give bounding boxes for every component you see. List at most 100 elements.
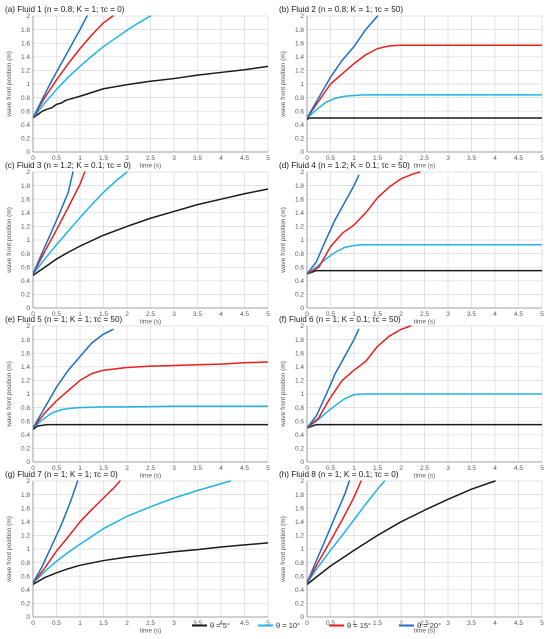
x-axis-label: time (s) [414,319,436,326]
y-tick-label: 2 [26,323,30,330]
y-tick-label: 1.6 [295,350,304,357]
y-tick-label: 0.4 [21,278,30,285]
x-tick-label: 4.5 [240,620,249,627]
legend-label: θ = 15° [347,621,371,630]
x-tick-label: 0.5 [52,620,61,627]
x-axis-label: time (s) [414,628,436,635]
chart-title: (h) Fluid 8 (n = 1; K = 0.1; τc = 0) [279,470,399,479]
x-tick-label: 2.5 [146,465,155,472]
y-tick-label: 1.2 [21,224,30,231]
y-tick-label: 1.8 [21,492,30,499]
x-tick-label: 0 [305,311,309,318]
y-tick-label: 1.2 [21,378,30,385]
y-tick-label: 1.2 [21,533,30,540]
y-tick-label: 2 [300,13,304,20]
chart-title: (g) Fluid 7 (n = 1; K = 1; τc = 0) [5,470,118,479]
y-tick-label: 1.2 [295,533,304,540]
x-tick-label: 4.5 [514,620,523,627]
x-tick-label: 1 [78,311,82,318]
y-axis-label: wave front position (m) [280,207,287,274]
x-tick-label: 4.5 [514,311,523,318]
y-tick-label: 0 [26,459,30,466]
y-tick-label: 0 [300,149,304,156]
legend-item: θ = 15° [329,621,371,630]
legend-item: θ = 5° [192,621,230,630]
y-tick-label: 1 [300,237,304,244]
x-tick-label: 4 [493,311,497,318]
y-tick-label: 1.4 [295,54,304,61]
x-tick-label: 1.5 [99,620,108,627]
x-tick-label: 0.5 [52,311,61,318]
x-tick-label: 4 [493,620,497,627]
x-tick-label: 0 [31,155,35,162]
y-tick-label: 0.2 [295,601,304,608]
series-line [307,480,386,584]
x-tick-label: 1.5 [99,311,108,318]
x-tick-label: 0.5 [52,155,61,162]
y-tick-label: 1.2 [295,68,304,75]
x-tick-label: 1 [352,311,356,318]
y-tick-label: 1.4 [21,364,30,371]
x-tick-label: 3.5 [193,311,202,318]
x-tick-label: 2 [399,465,403,472]
y-tick-label: 0.8 [21,95,30,102]
series-line [307,393,542,429]
x-tick-label: 5 [540,620,544,627]
x-tick-label: 2.5 [146,155,155,162]
chart-panel-8: 0 0.2 0.4 0.6 0.8 1 1.2 1.4 1.6 1.8 2 0 0.5 1 1.5 2 2.5 3… [279,470,544,635]
x-tick-label: 1 [78,620,82,627]
y-tick-label: 1.2 [21,68,30,75]
y-tick-label: 2 [300,478,304,485]
series-line [33,328,114,429]
legend-label: θ = 20° [417,621,441,630]
x-tick-label: 1.5 [373,620,382,627]
x-tick-label: 2.5 [420,155,429,162]
x-tick-label: 4.5 [514,465,523,472]
chart-title: (c) Fluid 3 (n = 1.2; K = 0.1; τc = 0) [5,161,131,170]
y-tick-label: 1.8 [21,27,30,34]
legend-item: θ = 20° [399,621,441,630]
x-tick-label: 2 [399,311,403,318]
y-tick-label: 1 [300,81,304,88]
x-tick-label: 4.5 [240,311,249,318]
x-tick-label: 0.5 [326,620,335,627]
x-tick-label: 4 [219,465,223,472]
y-tick-label: 0.6 [295,418,304,425]
y-axis-label: wave front position (m) [6,207,13,274]
x-tick-label: 4 [493,155,497,162]
x-tick-label: 3 [446,620,450,627]
y-tick-label: 1.4 [21,519,30,526]
x-axis-label: time (s) [140,473,162,480]
x-tick-label: 2 [399,155,403,162]
y-tick-label: 0.2 [21,292,30,299]
y-tick-label: 0.8 [295,560,304,567]
y-tick-label: 0.2 [295,292,304,299]
y-tick-label: 0.8 [295,95,304,102]
x-tick-label: 1 [352,155,356,162]
chart-panel-3: 0 0.2 0.4 0.6 0.8 1 1.2 1.4 1.6 1.8 2 0 0.5 1 1.5 2 2.5 3… [5,161,270,326]
series-line [307,269,542,275]
series-line [33,188,268,277]
x-tick-label: 3 [172,620,176,627]
chart-title: (f) Fluid 6 (n = 1; K = 0.1; τc = 50) [279,315,401,324]
y-tick-label: 0.2 [21,601,30,608]
x-tick-label: 3.5 [467,620,476,627]
series-line [307,117,542,121]
y-tick-label: 2 [300,323,304,330]
y-axis-label: wave front position (m) [280,516,287,583]
series-line [307,480,351,584]
x-tick-label: 5 [540,465,544,472]
x-tick-label: 4 [219,155,223,162]
legend-label: θ = 10° [276,621,300,630]
y-tick-label: 0.8 [21,405,30,412]
x-tick-label: 3.5 [193,155,202,162]
y-axis-label: wave front position (m) [280,361,287,428]
x-tick-label: 3.5 [467,311,476,318]
series-line [33,15,88,119]
x-tick-label: 2 [125,155,129,162]
x-tick-label: 1.5 [373,155,382,162]
x-axis-label: time (s) [140,628,162,635]
chart-title: (d) Fluid 4 (n = 1.2; K = 0.1; τc = 50) [279,161,410,170]
y-tick-label: 1 [26,81,30,88]
y-tick-label: 2 [26,169,30,176]
